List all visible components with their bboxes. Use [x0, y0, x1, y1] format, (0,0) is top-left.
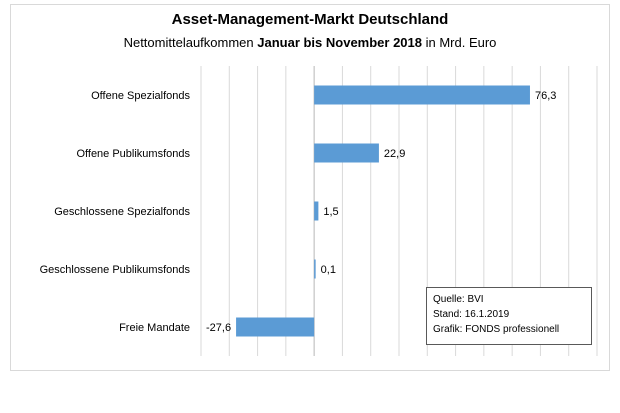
chart-subtitle: Nettomittelaufkommen Januar bis November…: [124, 35, 497, 50]
bar-4: [236, 317, 315, 337]
bar-2: [314, 201, 319, 221]
bars: [236, 85, 530, 337]
bar-1: [314, 143, 379, 163]
category-labels: Offene Spezialfonds Offene Publikumsfonds…: [40, 90, 191, 334]
category-label: Geschlossene Spezialfonds: [54, 206, 190, 218]
bar-3: [314, 259, 316, 279]
data-label: 0,1: [321, 264, 336, 276]
subtitle-part-1: Januar bis November 2018: [257, 35, 422, 50]
date-line: Stand: 16.1.2019: [433, 309, 510, 320]
chart-title: Asset-Management-Markt Deutschland: [172, 11, 449, 28]
category-label: Geschlossene Publikumsfonds: [40, 264, 191, 276]
category-label: Freie Mandate: [119, 322, 190, 334]
graphic-credit-line: Grafik: FONDS professionell: [433, 324, 560, 335]
subtitle-part-0: Nettomittelaufkommen: [124, 35, 258, 50]
category-label: Offene Spezialfonds: [91, 90, 190, 102]
data-label: 76,3: [535, 90, 556, 102]
category-label: Offene Publikumsfonds: [76, 148, 190, 160]
subtitle-part-2: in Mrd. Euro: [422, 35, 496, 50]
source-box: Quelle: BVI Stand: 16.1.2019 Grafik: FON…: [426, 287, 592, 345]
bar-0: [314, 85, 530, 105]
source-line: Quelle: BVI: [433, 294, 484, 305]
data-label: -27,6: [206, 322, 231, 334]
data-label: 22,9: [384, 148, 405, 160]
value-labels: 76,3 22,9 1,5 0,1 -27,6: [206, 90, 556, 334]
gridlines: [200, 66, 598, 356]
data-label: 1,5: [323, 206, 338, 218]
